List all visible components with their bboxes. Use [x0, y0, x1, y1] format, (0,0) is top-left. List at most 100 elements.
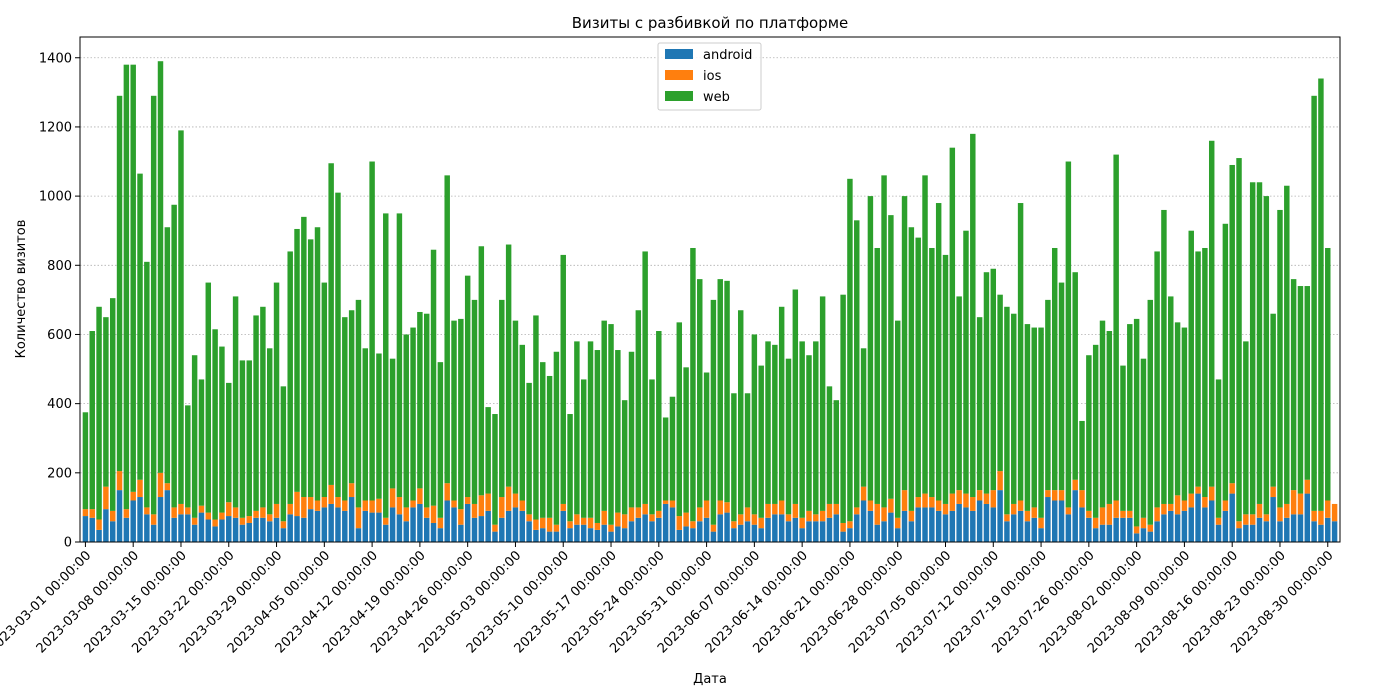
bar-ios	[1297, 493, 1304, 515]
bar-ios	[137, 479, 143, 498]
bar-android	[1051, 500, 1058, 542]
bar-web	[758, 365, 764, 518]
bar-android	[1161, 514, 1167, 542]
bar-android	[1092, 528, 1099, 542]
bar-ios	[1229, 483, 1235, 494]
bar-web	[649, 379, 655, 515]
bar-android	[1236, 528, 1242, 542]
bar-android	[185, 514, 191, 542]
bar-android	[1133, 533, 1140, 542]
bar-android	[1229, 493, 1235, 542]
bar-web	[1290, 279, 1297, 491]
bar-web	[526, 382, 532, 515]
bar-android	[574, 524, 580, 542]
bar-web	[1174, 322, 1181, 496]
bar-android	[1311, 521, 1317, 542]
bar-web	[1011, 313, 1017, 504]
bar-web	[505, 244, 512, 487]
bar-ios	[540, 517, 546, 529]
bar-android	[540, 528, 546, 542]
bar-android	[1181, 510, 1188, 542]
bar-ios	[1154, 507, 1160, 522]
bar-web	[1318, 78, 1324, 511]
plot-frame	[79, 36, 1341, 543]
bar-ios	[1304, 479, 1311, 494]
bar-android	[894, 528, 901, 542]
bar-ios	[847, 521, 853, 529]
bar-ios	[444, 483, 450, 501]
bar-web	[587, 341, 594, 518]
bar-android	[1290, 514, 1297, 542]
bar-web	[1168, 296, 1174, 504]
bar-ios	[922, 493, 928, 508]
bar-web	[444, 175, 450, 484]
bar-ios	[410, 500, 416, 508]
bar-web	[1202, 247, 1208, 498]
y-tick-label: 0	[64, 536, 72, 551]
bar-ios	[1140, 517, 1147, 529]
bar-android	[212, 526, 218, 542]
bar-web	[280, 386, 287, 522]
bar-ios	[792, 503, 799, 518]
bar-android	[1072, 490, 1078, 542]
bar-web	[956, 296, 962, 491]
bar-android	[683, 526, 689, 542]
bar-web	[881, 175, 887, 508]
bar-ios	[888, 498, 894, 513]
bar-ios	[526, 514, 532, 522]
bar-android	[273, 517, 280, 542]
bar-ios	[976, 490, 983, 501]
bar-android	[615, 526, 621, 542]
bar-ios	[273, 503, 280, 518]
bar-android	[594, 529, 601, 542]
bar-android	[1202, 507, 1208, 542]
bar-web	[1079, 420, 1085, 491]
bar-android	[423, 517, 430, 542]
bar-ios	[785, 514, 792, 522]
bar-ios	[451, 500, 457, 508]
bar-web	[96, 306, 102, 520]
bar-ios	[191, 517, 198, 525]
bar-web	[963, 230, 969, 494]
bar-ios	[430, 505, 437, 523]
bar-android	[389, 507, 396, 542]
bar-android	[970, 510, 976, 542]
bar-android	[1065, 514, 1072, 542]
bar-android	[778, 514, 785, 542]
bar-ios	[567, 521, 573, 529]
bar-ios	[253, 510, 259, 518]
bar-android	[348, 497, 355, 542]
bar-web	[232, 296, 239, 508]
bar-ios	[478, 495, 485, 517]
bar-web	[464, 275, 471, 498]
bar-web	[287, 251, 293, 504]
bar-android	[130, 500, 136, 542]
chart-title: Визиты с разбивкой по платформе	[572, 14, 849, 32]
bar-ios	[806, 510, 812, 522]
bar-ios	[226, 502, 232, 517]
bar-ios	[96, 519, 102, 530]
bar-android	[662, 503, 669, 542]
bar-ios	[485, 493, 491, 511]
bar-web	[437, 362, 444, 518]
bar-ios	[103, 486, 109, 510]
bar-ios	[232, 507, 239, 518]
bar-android	[751, 524, 758, 542]
bar-ios	[997, 471, 1003, 491]
bar-web	[772, 344, 778, 504]
bar-ios	[492, 524, 498, 532]
bar-web	[178, 130, 184, 504]
bar-ios	[1099, 507, 1106, 525]
legend-label-ios: ios	[703, 69, 722, 84]
bar-ios	[1325, 500, 1331, 518]
bar-web	[908, 227, 915, 511]
bar-ios	[949, 493, 956, 511]
bar-android	[232, 517, 239, 542]
bar-ios	[935, 500, 942, 511]
bar-ios	[772, 503, 778, 515]
bar-web	[642, 251, 648, 504]
bar-web	[1263, 196, 1270, 515]
bar-ios	[765, 503, 771, 518]
bar-ios	[1202, 497, 1208, 508]
bar-android	[287, 514, 293, 542]
